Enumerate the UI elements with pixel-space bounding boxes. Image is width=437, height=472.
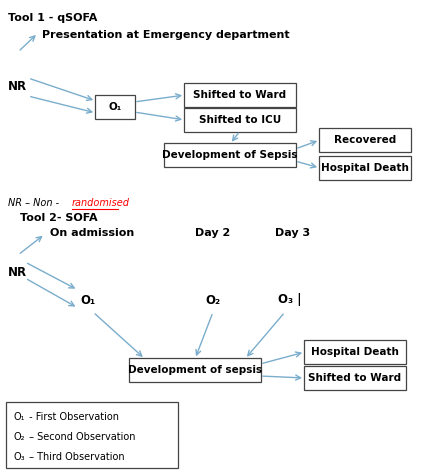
FancyBboxPatch shape — [319, 128, 411, 152]
Text: Shifted to Ward: Shifted to Ward — [194, 90, 287, 100]
Text: NR: NR — [8, 265, 27, 278]
Text: Shifted to ICU: Shifted to ICU — [199, 115, 281, 125]
Text: - First Observation: - First Observation — [26, 412, 119, 422]
Text: – Third Observation: – Third Observation — [26, 452, 125, 462]
Text: randomised: randomised — [72, 198, 130, 208]
FancyBboxPatch shape — [129, 358, 261, 382]
Text: Tool 1 - qSOFA: Tool 1 - qSOFA — [8, 13, 97, 23]
Text: NR – Non -: NR – Non - — [8, 198, 62, 208]
Text: Hospital Death: Hospital Death — [311, 347, 399, 357]
Text: O₂: O₂ — [14, 432, 25, 442]
Text: Tool 2- SOFA: Tool 2- SOFA — [20, 213, 97, 223]
FancyBboxPatch shape — [184, 108, 296, 132]
Text: Day 3: Day 3 — [275, 228, 310, 238]
Text: On admission: On admission — [50, 228, 134, 238]
Text: Presentation at Emergency department: Presentation at Emergency department — [42, 30, 290, 40]
Text: Day 2: Day 2 — [195, 228, 230, 238]
Text: NR: NR — [8, 81, 27, 93]
FancyBboxPatch shape — [304, 340, 406, 364]
Text: O₁: O₁ — [14, 412, 25, 422]
FancyBboxPatch shape — [95, 95, 135, 119]
FancyBboxPatch shape — [319, 156, 411, 180]
Text: Development of Sepsis: Development of Sepsis — [162, 150, 298, 160]
Text: Hospital Death: Hospital Death — [321, 163, 409, 173]
Text: Shifted to Ward: Shifted to Ward — [309, 373, 402, 383]
Text: O₃: O₃ — [14, 452, 26, 462]
FancyBboxPatch shape — [304, 366, 406, 390]
Text: O₁: O₁ — [108, 102, 121, 112]
Text: – Second Observation: – Second Observation — [26, 432, 135, 442]
Text: O₂: O₂ — [205, 294, 221, 306]
Text: Recovered: Recovered — [334, 135, 396, 145]
FancyBboxPatch shape — [164, 143, 296, 167]
Text: O₃ |: O₃ | — [278, 294, 302, 306]
FancyBboxPatch shape — [184, 83, 296, 107]
Text: O₁: O₁ — [80, 294, 96, 306]
FancyBboxPatch shape — [6, 402, 178, 468]
Text: Development of sepsis: Development of sepsis — [128, 365, 262, 375]
